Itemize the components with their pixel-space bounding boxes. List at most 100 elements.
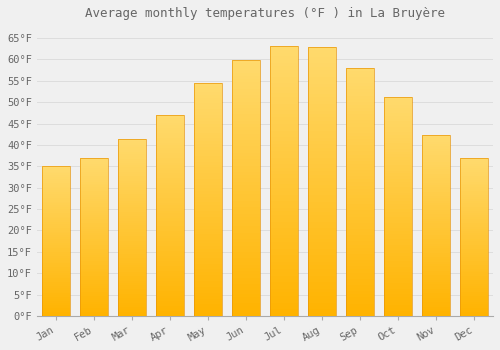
Bar: [80, 195, 108, 197]
Bar: [80, 255, 108, 257]
Bar: [118, 260, 146, 263]
Bar: [80, 312, 108, 314]
Bar: [346, 161, 374, 164]
Bar: [42, 260, 70, 261]
Bar: [422, 223, 450, 225]
Bar: [384, 215, 412, 217]
Bar: [118, 207, 146, 210]
Bar: [42, 187, 70, 188]
Bar: [308, 282, 336, 286]
Bar: [308, 60, 336, 63]
Bar: [384, 138, 412, 141]
Bar: [42, 239, 70, 241]
Bar: [156, 130, 184, 133]
Bar: [156, 160, 184, 163]
Bar: [80, 158, 108, 160]
Bar: [42, 192, 70, 194]
Bar: [232, 79, 260, 82]
Bar: [80, 225, 108, 227]
Bar: [80, 288, 108, 290]
Bar: [346, 170, 374, 173]
Bar: [422, 312, 450, 314]
Bar: [232, 149, 260, 153]
Bar: [422, 169, 450, 171]
Bar: [232, 214, 260, 217]
Bar: [42, 248, 70, 250]
Bar: [422, 142, 450, 144]
Bar: [42, 230, 70, 232]
Bar: [118, 292, 146, 294]
Bar: [232, 169, 260, 172]
Bar: [232, 188, 260, 191]
Bar: [232, 70, 260, 73]
Bar: [270, 269, 298, 272]
Bar: [80, 247, 108, 249]
Bar: [42, 294, 70, 295]
Bar: [308, 191, 336, 195]
Bar: [118, 194, 146, 196]
Bar: [118, 250, 146, 252]
Bar: [156, 190, 184, 193]
Bar: [270, 97, 298, 100]
Bar: [460, 290, 488, 292]
Bar: [460, 308, 488, 310]
Bar: [422, 232, 450, 234]
Bar: [384, 231, 412, 234]
Bar: [42, 279, 70, 280]
Bar: [156, 138, 184, 140]
Bar: [346, 127, 374, 130]
Bar: [308, 248, 336, 252]
Bar: [422, 180, 450, 183]
Bar: [80, 188, 108, 189]
Bar: [460, 265, 488, 267]
Bar: [384, 171, 412, 174]
Bar: [308, 47, 336, 50]
Bar: [194, 252, 222, 255]
Bar: [42, 198, 70, 200]
Bar: [460, 306, 488, 308]
Bar: [346, 164, 374, 167]
Bar: [346, 111, 374, 114]
Bar: [346, 68, 374, 71]
Bar: [156, 135, 184, 138]
Bar: [422, 135, 450, 138]
Bar: [270, 158, 298, 161]
Bar: [422, 185, 450, 187]
Bar: [80, 235, 108, 237]
Bar: [384, 297, 412, 300]
Bar: [118, 165, 146, 167]
Bar: [422, 160, 450, 162]
Bar: [308, 151, 336, 154]
Bar: [194, 118, 222, 121]
Bar: [80, 194, 108, 195]
Bar: [118, 280, 146, 283]
Bar: [232, 95, 260, 98]
Bar: [232, 258, 260, 261]
Bar: [194, 124, 222, 127]
Bar: [156, 143, 184, 145]
Bar: [308, 50, 336, 54]
Bar: [232, 146, 260, 149]
Bar: [232, 207, 260, 210]
Bar: [194, 176, 222, 179]
Bar: [118, 285, 146, 287]
Bar: [80, 213, 108, 215]
Bar: [384, 242, 412, 245]
Bar: [270, 198, 298, 201]
Bar: [194, 94, 222, 98]
Bar: [460, 262, 488, 265]
Bar: [42, 273, 70, 275]
Bar: [384, 247, 412, 250]
Bar: [270, 147, 298, 151]
Bar: [346, 232, 374, 235]
Bar: [422, 251, 450, 253]
Bar: [118, 141, 146, 143]
Bar: [194, 281, 222, 284]
Bar: [308, 127, 336, 131]
Bar: [422, 158, 450, 160]
Bar: [460, 278, 488, 280]
Bar: [384, 250, 412, 253]
Bar: [460, 201, 488, 203]
Bar: [194, 237, 222, 240]
Bar: [422, 149, 450, 151]
